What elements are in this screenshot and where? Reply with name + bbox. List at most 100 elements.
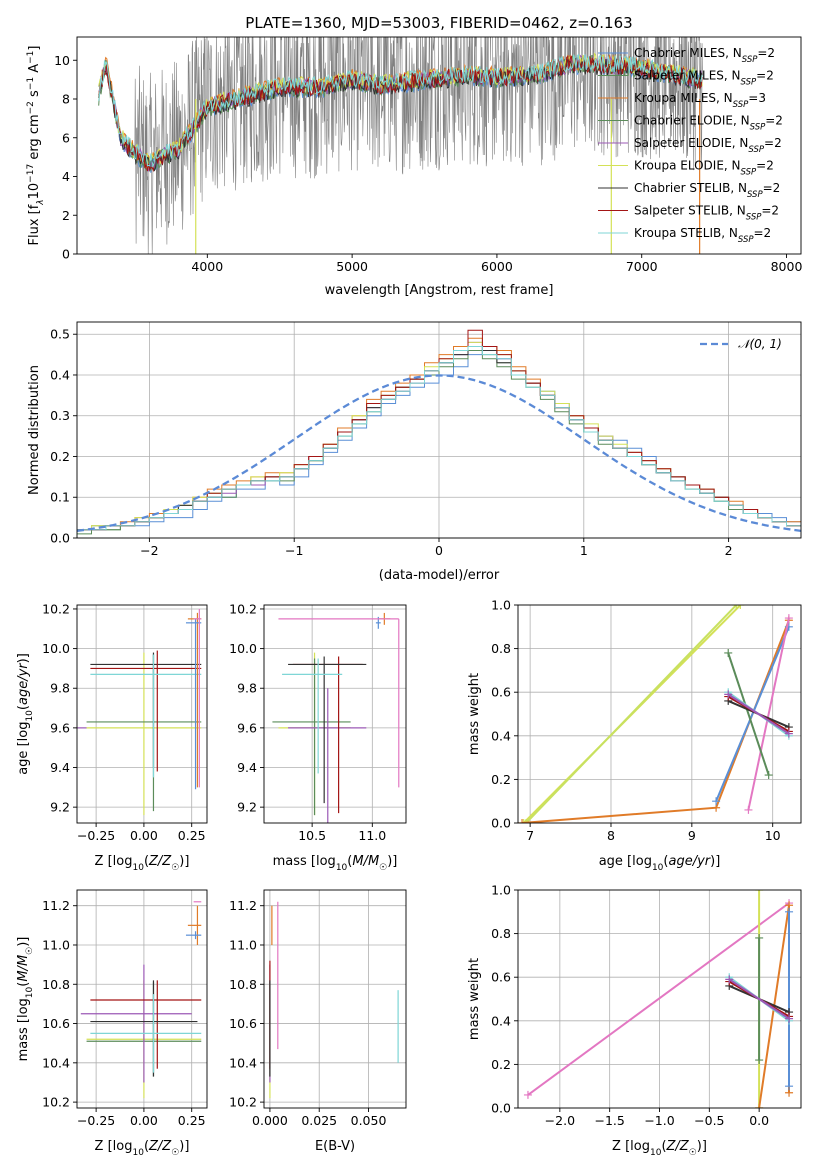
y-tick-label: 1.0 (491, 598, 511, 613)
weight-marker (784, 614, 793, 623)
weight-vs-age-panel: 7 8 9 10 0.0 0.2 0.4 0.6 0.8 1.0 age [log10(age/yr… (467, 598, 802, 873)
gridlines (264, 890, 406, 1108)
x-axis-label: mass [log10(M/M☉)] (273, 854, 398, 873)
errorbar-point (86, 652, 202, 816)
y-tick-label: 9.2 (237, 800, 257, 815)
y-tick-label: 10.6 (42, 1016, 70, 1031)
y-tick-label: 9.4 (50, 760, 70, 775)
x-tick-label: 0.00 (130, 1113, 158, 1128)
x-tick-label: −1.0 (644, 1113, 674, 1128)
x-axis-label: Z [log10(Z/Z☉)] (95, 1139, 190, 1158)
weight-marker (522, 819, 531, 823)
weight-marker (725, 975, 734, 984)
errorbar-point (90, 650, 202, 772)
normal-curve (77, 374, 801, 533)
y-tick-label: 1.0 (491, 883, 511, 898)
y-tick-label: 10.6 (229, 1016, 257, 1031)
y-axis-label: mass weight (467, 673, 482, 755)
x-tick-label: 10.5 (298, 828, 326, 843)
weight-marker (732, 605, 741, 609)
y-tick-label: 11.0 (42, 937, 70, 952)
gridlines (77, 605, 207, 823)
x-tick-label: 5000 (336, 259, 368, 274)
y-tick-label: 0.0 (491, 816, 511, 831)
y-tick-label: 11.2 (42, 898, 70, 913)
errorbars (77, 608, 202, 816)
y-axis-label: mass [log10(M/M☉)] (16, 937, 35, 1062)
axes-frame (263, 604, 407, 824)
chart-title: PLATE=1360, MJD=53003, FIBERID=0462, z=0… (245, 14, 632, 32)
x-axis-label: E(B-V) (315, 1139, 355, 1154)
errorbar-point (185, 618, 202, 790)
x-tick-label: 0.25 (178, 828, 206, 843)
weight-marker (518, 819, 527, 823)
axes-frame (76, 36, 802, 255)
y-tick-label: 0.2 (491, 772, 511, 787)
y-axis-label: age [log10(age/yr)] (16, 653, 35, 775)
weight-marker (785, 1082, 794, 1091)
errorbar-point (288, 688, 367, 823)
axes-frame (517, 604, 802, 824)
y-tick-label: 0.0 (50, 531, 70, 546)
weight-series (727, 693, 790, 735)
x-tick-label: 0 (435, 543, 443, 558)
y-tick-label: 0.6 (491, 970, 511, 985)
y-tick-label: 9.2 (50, 800, 70, 815)
weight-marker (764, 771, 773, 780)
weight-marker (523, 1090, 532, 1099)
x-axis-label: wavelength [Angstrom, rest frame] (325, 283, 554, 298)
x-tick-label: 0.050 (351, 1113, 387, 1128)
errorbars (272, 612, 400, 823)
y-tick-label: 11.0 (229, 937, 257, 952)
errorbars (80, 901, 202, 1099)
weight-marker (784, 729, 793, 738)
weight-marker (724, 690, 733, 699)
axes-frame (76, 604, 208, 824)
y-tick-label: 0.1 (50, 490, 70, 505)
x-tick-label: 11.0 (358, 828, 386, 843)
y-tick-label: 10.2 (229, 1095, 257, 1110)
axes-frame (76, 889, 208, 1109)
errorbar-point (272, 658, 351, 816)
weight-series (715, 626, 790, 802)
errorbar-point (278, 618, 400, 788)
errorbar-point (282, 658, 343, 774)
model-spectrum (98, 53, 703, 169)
y-tick-label: 9.4 (237, 760, 257, 775)
legend-label: Salpeter MILES, NSSP=2 (634, 69, 774, 88)
x-tick-label: −1.5 (594, 1113, 624, 1128)
legend: Chabrier MILES, NSSP=2 Salpeter MILES, NS… (598, 46, 783, 245)
histograms (77, 329, 801, 538)
weight-marker (785, 1014, 794, 1023)
errorbar-point (193, 608, 202, 788)
y-tick-label: 0.4 (50, 367, 70, 382)
observed-spectrum (98, 37, 703, 254)
y-tick-label: 10.8 (42, 977, 70, 992)
x-tick-label: 8000 (771, 259, 803, 274)
weight-marker (755, 933, 764, 942)
weight-marker (755, 1104, 764, 1108)
x-tick-label: 0.00 (130, 828, 158, 843)
errorbar-point (187, 905, 202, 945)
legend-label: Chabrier MILES, NSSP=2 (634, 46, 775, 65)
x-tick-label: −2.0 (545, 1113, 575, 1128)
x-tick-label: −0.25 (77, 1113, 115, 1128)
y-tick-label: 10.2 (229, 601, 257, 616)
histogram-series (77, 346, 801, 538)
x-tick-label: −2 (140, 543, 158, 558)
y-tick-label: 0.8 (491, 926, 511, 941)
mass-vs-age-panel: 10.5 11.0 9.2 9.4 9.6 9.8 10.0 10.2 mass [log10(… (229, 601, 407, 873)
y-tick-label: 11.2 (229, 898, 257, 913)
legend-label: 𝒩(0, 1) (738, 337, 782, 351)
weight-marker (519, 819, 528, 823)
weight-marker (724, 648, 733, 657)
weight-series (525, 605, 738, 823)
legend-label: Chabrier ELODIE, NSSP=2 (634, 114, 783, 133)
errorbar-point (185, 931, 202, 940)
weight-lines (518, 605, 793, 823)
model-spectrum (98, 55, 703, 173)
x-axis-label: age [log10(age/yr)] (599, 854, 721, 873)
x-tick-label: 8 (607, 828, 615, 843)
y-tick-label: 0.5 (50, 327, 70, 342)
